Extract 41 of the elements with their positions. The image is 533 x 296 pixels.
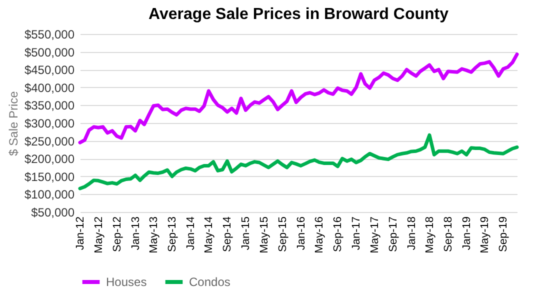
y-tick-label: $300,000: [24, 116, 75, 130]
y-tick-label: $50,000: [31, 206, 75, 220]
x-tick-label: Sep-17: [387, 216, 400, 252]
x-tick-label: Jan-15: [240, 216, 252, 250]
x-tick-label: May-17: [368, 216, 381, 254]
y-tick-label: $250,000: [24, 134, 75, 148]
x-tick-label: Jan-12: [74, 216, 86, 250]
x-tick-label: Jan-17: [350, 216, 363, 250]
y-tick-label: $550,000: [24, 28, 75, 42]
legend-label: Houses: [106, 275, 147, 289]
legend-label: Condos: [189, 275, 230, 289]
x-tick-label: May-16: [314, 216, 326, 254]
y-tick-label: $450,000: [24, 63, 75, 78]
line-series: [78, 133, 519, 190]
x-tick-label: May-13: [148, 216, 160, 254]
x-tick-label: Sep-14: [222, 216, 234, 252]
x-tick-label: Jan-18: [406, 216, 418, 250]
y-tick-label: $200,000: [24, 152, 75, 166]
x-tick-label: Jan-14: [184, 216, 197, 250]
chart-title: Average Sale Prices in Broward County: [148, 6, 449, 23]
x-tick-label: May-15: [258, 216, 270, 254]
x-tick-label: Sep-15: [276, 216, 289, 252]
x-tick-label: May-18: [424, 216, 436, 254]
x-tick-label: Sep-12: [111, 216, 124, 252]
y-tick-label: $100,000: [24, 188, 75, 202]
x-tick-label: Jan-16: [295, 216, 308, 250]
x-tick-label: May-14: [203, 216, 216, 254]
x-tick-label: Sep-16: [332, 216, 344, 252]
x-tick-label: Sep-18: [442, 216, 455, 252]
x-tick-label: Sep-13: [166, 216, 179, 252]
y-tick-label: $150,000: [24, 170, 75, 184]
x-tick-label: Jan-19: [461, 216, 474, 250]
x-tick-label: May-12: [92, 216, 105, 254]
x-tick-label: May-19: [479, 216, 492, 254]
y-axis-title: $ Sale Price: [6, 90, 20, 156]
y-tick-label: $400,000: [24, 80, 75, 95]
y-tick-label: $500,000: [24, 45, 75, 60]
y-tick-label: $350,000: [24, 98, 75, 113]
x-tick-label: Sep-19: [498, 216, 510, 252]
line-series: [78, 52, 519, 144]
x-tick-label: Jan-13: [130, 216, 142, 250]
